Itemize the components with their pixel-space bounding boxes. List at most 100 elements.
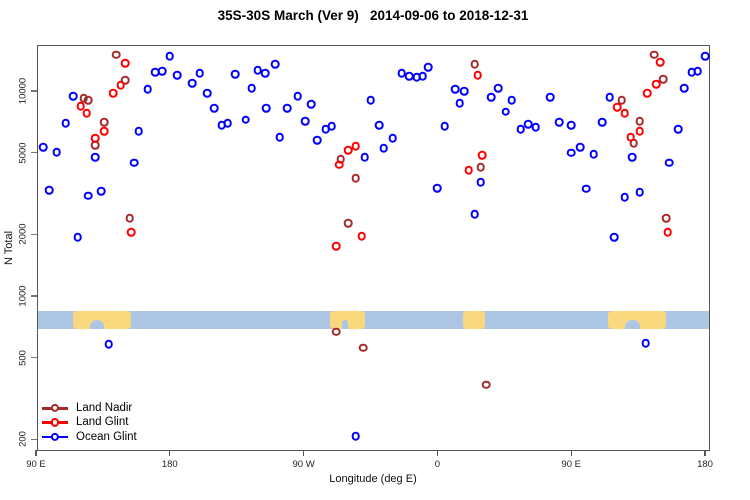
data-point xyxy=(662,213,671,223)
data-point xyxy=(158,66,167,76)
data-point xyxy=(663,227,673,237)
land-patch xyxy=(73,310,132,330)
x-tick-label: 180 xyxy=(697,459,713,470)
data-point xyxy=(306,99,316,109)
data-point xyxy=(351,431,360,441)
data-point xyxy=(120,58,130,68)
x-tick-mark xyxy=(704,450,706,456)
data-point xyxy=(109,88,118,98)
data-point xyxy=(700,51,710,61)
data-point xyxy=(202,88,212,98)
data-point xyxy=(358,343,368,352)
y-tick-mark xyxy=(31,90,37,92)
data-point xyxy=(360,152,369,162)
data-point xyxy=(464,165,473,175)
legend-circle xyxy=(50,432,60,441)
x-tick-mark xyxy=(436,450,438,456)
legend-label: Land Glint xyxy=(76,416,129,429)
data-point xyxy=(679,83,689,93)
data-point xyxy=(440,121,450,131)
legend-marker-icon xyxy=(42,403,68,413)
data-point xyxy=(651,79,661,89)
legend-circle xyxy=(50,404,60,413)
data-point xyxy=(321,124,331,134)
data-point xyxy=(312,135,322,145)
data-point xyxy=(473,70,482,80)
data-point xyxy=(459,86,469,96)
coast-notch xyxy=(624,320,640,330)
data-point xyxy=(635,187,644,197)
data-point xyxy=(455,98,464,108)
data-point xyxy=(83,191,93,201)
data-point xyxy=(620,192,630,202)
x-tick-label: 0 xyxy=(434,459,441,470)
data-point xyxy=(546,92,555,102)
data-point xyxy=(97,186,106,196)
land-patch xyxy=(608,310,667,330)
data-point xyxy=(612,102,622,112)
data-point xyxy=(470,59,479,69)
data-point xyxy=(293,91,302,101)
y-tick-label: 2000 xyxy=(17,223,29,245)
data-point xyxy=(424,62,433,72)
data-point xyxy=(610,232,619,242)
data-point xyxy=(665,158,674,168)
data-point xyxy=(635,116,644,126)
data-point xyxy=(470,209,479,219)
data-point xyxy=(241,115,250,125)
y-tick-mark xyxy=(31,152,37,154)
chart-title: 35S-30S March (Ver 9) 2014-09-06 to 2018… xyxy=(217,8,529,23)
data-point xyxy=(581,184,591,194)
data-point xyxy=(388,133,398,143)
map-strip xyxy=(38,310,709,330)
legend-circle xyxy=(50,418,60,427)
x-axis-label: Longitude (deg E) xyxy=(329,473,417,485)
data-point xyxy=(626,132,635,142)
land-patch xyxy=(462,310,485,330)
data-point xyxy=(83,95,93,105)
data-point xyxy=(476,177,485,187)
legend-label: Land Nadir xyxy=(76,402,133,415)
x-tick-label: 90 E xyxy=(26,459,46,470)
data-point xyxy=(300,116,310,126)
data-point xyxy=(91,152,100,162)
data-point xyxy=(476,162,485,172)
land-patch xyxy=(330,310,365,330)
data-point xyxy=(375,120,384,130)
legend-item-ocean-glint: Ocean Glint xyxy=(42,430,137,444)
legend-label: Ocean Glint xyxy=(76,430,137,443)
data-point xyxy=(100,126,109,136)
data-point xyxy=(523,119,533,129)
legend-marker-icon xyxy=(42,417,68,427)
data-point xyxy=(433,183,442,193)
plot-area xyxy=(37,45,710,451)
y-tick-label: 200 xyxy=(17,431,29,448)
data-point xyxy=(566,148,576,158)
data-point xyxy=(73,232,82,242)
x-tick-label: 180 xyxy=(161,459,178,470)
data-point xyxy=(343,145,353,155)
data-point xyxy=(100,117,109,127)
data-point xyxy=(555,117,564,127)
data-point xyxy=(516,124,525,134)
data-point xyxy=(673,124,683,134)
y-tick-label: 10000 xyxy=(17,77,29,105)
data-point xyxy=(650,50,659,60)
data-point xyxy=(418,71,427,81)
data-point xyxy=(605,92,615,102)
data-point xyxy=(332,327,341,336)
data-point xyxy=(104,340,114,349)
data-point xyxy=(125,213,134,223)
data-point xyxy=(566,120,576,130)
y-tick-label: 1000 xyxy=(17,285,29,307)
data-point xyxy=(129,158,139,168)
data-point xyxy=(172,70,182,80)
x-tick-mark xyxy=(35,450,37,456)
data-point xyxy=(343,218,353,228)
data-point xyxy=(187,78,197,88)
data-point xyxy=(262,103,271,113)
legend-marker-icon xyxy=(42,432,68,442)
data-point xyxy=(627,152,637,162)
data-point xyxy=(116,80,126,90)
data-point xyxy=(230,69,240,79)
